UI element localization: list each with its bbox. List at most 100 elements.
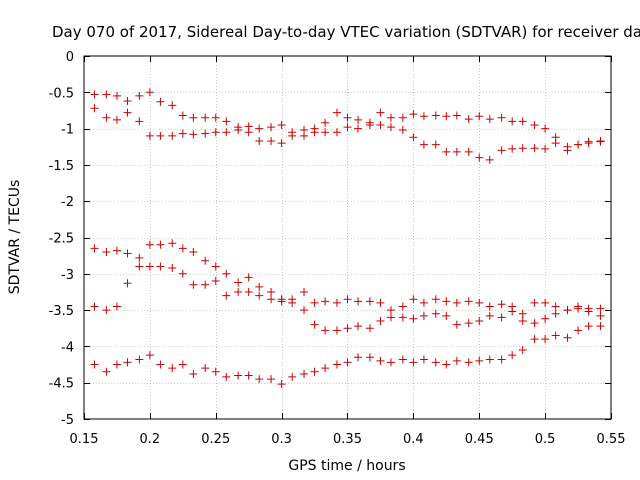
data-point-track-5 (112, 360, 121, 369)
data-point-track-2 (255, 136, 264, 145)
data-point-track-1 (102, 90, 111, 99)
data-point-track-5 (343, 358, 352, 367)
data-point-track-4 (310, 320, 319, 329)
x-tick-label: 0.55 (597, 432, 626, 447)
data-point-track-5 (244, 371, 253, 380)
data-point-track-3 (189, 248, 198, 257)
data-point-track-5 (574, 326, 583, 335)
data-point-track-2 (442, 147, 451, 156)
data-point-track-1 (178, 111, 187, 120)
data-point-track-1 (452, 111, 461, 120)
data-point-track-2 (464, 147, 473, 156)
data-point-track-4 (102, 306, 111, 315)
data-point-track-5 (135, 355, 144, 364)
data-point-track-5 (485, 355, 494, 364)
data-point-track-2 (145, 131, 154, 140)
data-point-track-5 (419, 355, 428, 364)
data-point-track-5 (376, 356, 385, 365)
data-point-track-5 (398, 355, 407, 364)
data-point-track-4 (419, 311, 428, 320)
data-point-track-3 (332, 298, 341, 307)
data-point-track-3 (168, 239, 177, 248)
data-point-track-2 (386, 123, 395, 132)
data-point-track-1 (475, 112, 484, 121)
data-point-track-3 (386, 306, 395, 315)
data-point-track-5 (431, 358, 440, 367)
data-point-track-1 (409, 110, 418, 119)
data-point-track-5 (497, 355, 506, 364)
data-point-track-4 (386, 313, 395, 322)
data-point-track-3 (365, 297, 374, 306)
data-point-track-4 (123, 279, 132, 288)
data-point-track-5 (178, 360, 187, 369)
data-point-track-2 (365, 120, 374, 129)
data-point-track-4 (530, 319, 539, 328)
data-point-track-2 (398, 126, 407, 135)
data-point-track-1 (485, 115, 494, 124)
data-point-track-3 (234, 278, 243, 287)
data-point-track-2 (234, 126, 243, 135)
data-point-track-4 (508, 307, 517, 316)
data-point-track-3 (244, 273, 253, 282)
data-point-track-3 (201, 256, 210, 265)
data-point-track-2 (277, 139, 286, 148)
data-point-track-1 (211, 113, 220, 122)
data-point-track-1 (431, 111, 440, 120)
data-point-track-3 (222, 269, 231, 278)
data-point-track-2 (508, 144, 517, 153)
data-point-track-4 (222, 291, 231, 300)
data-point-track-3 (442, 297, 451, 306)
data-point-track-5 (255, 375, 264, 384)
y-tick-label: 0 (66, 50, 74, 65)
data-point-track-1 (321, 118, 330, 127)
data-point-track-4 (145, 262, 154, 271)
data-point-track-2 (156, 131, 165, 140)
data-point-track-3 (419, 298, 428, 307)
data-point-track-2 (189, 130, 198, 139)
data-point-track-4 (365, 324, 374, 333)
data-point-track-2 (244, 128, 253, 137)
data-point-track-5 (475, 356, 484, 365)
data-point-track-4 (563, 306, 572, 315)
data-point-track-3 (112, 246, 121, 255)
data-point-track-5 (189, 369, 198, 378)
data-point-track-3 (211, 262, 220, 271)
data-point-track-5 (145, 351, 154, 360)
data-point-track-5 (211, 367, 220, 376)
data-point-track-5 (563, 333, 572, 342)
data-point-track-4 (178, 269, 187, 278)
x-tick-label: 0.25 (201, 432, 230, 447)
data-point-track-1 (135, 91, 144, 100)
data-point-track-2 (409, 133, 418, 142)
data-point-track-3 (102, 248, 111, 257)
data-point-track-3 (376, 298, 385, 307)
data-point-track-4 (354, 322, 363, 331)
data-point-track-2 (343, 123, 352, 132)
y-tick-label: -2.5 (49, 232, 74, 247)
data-point-track-3 (409, 295, 418, 304)
y-tick-label: -5 (61, 413, 74, 428)
data-point-track-1 (123, 97, 132, 106)
data-point-track-4 (541, 314, 550, 323)
data-point-track-5 (277, 380, 286, 389)
data-point-track-5 (464, 358, 473, 367)
data-point-track-2 (222, 128, 231, 137)
data-point-track-3 (452, 298, 461, 307)
data-point-track-1 (255, 124, 264, 133)
data-point-track-5 (332, 360, 341, 369)
data-point-track-4 (464, 319, 473, 328)
y-tick-label: -1.5 (49, 159, 74, 174)
data-point-track-5 (365, 353, 374, 362)
data-point-track-3 (464, 297, 473, 306)
data-point-track-2 (419, 140, 428, 149)
data-point-track-3 (518, 309, 527, 318)
data-point-track-5 (541, 335, 550, 344)
data-point-track-4 (475, 316, 484, 325)
axis-ticks: 0.15 0.2 0.25 0.3 0.35 0.4 0.45 0.5 0.55 0 -0.5 -1 -… (49, 50, 626, 447)
data-point-track-5 (508, 351, 517, 360)
data-point-track-1 (145, 88, 154, 97)
data-point-track-4 (584, 307, 593, 316)
y-axis-label: SDTVAR / TECUs (7, 180, 23, 295)
data-point-track-1 (90, 90, 99, 99)
y-tick-label: -3.5 (49, 304, 74, 319)
